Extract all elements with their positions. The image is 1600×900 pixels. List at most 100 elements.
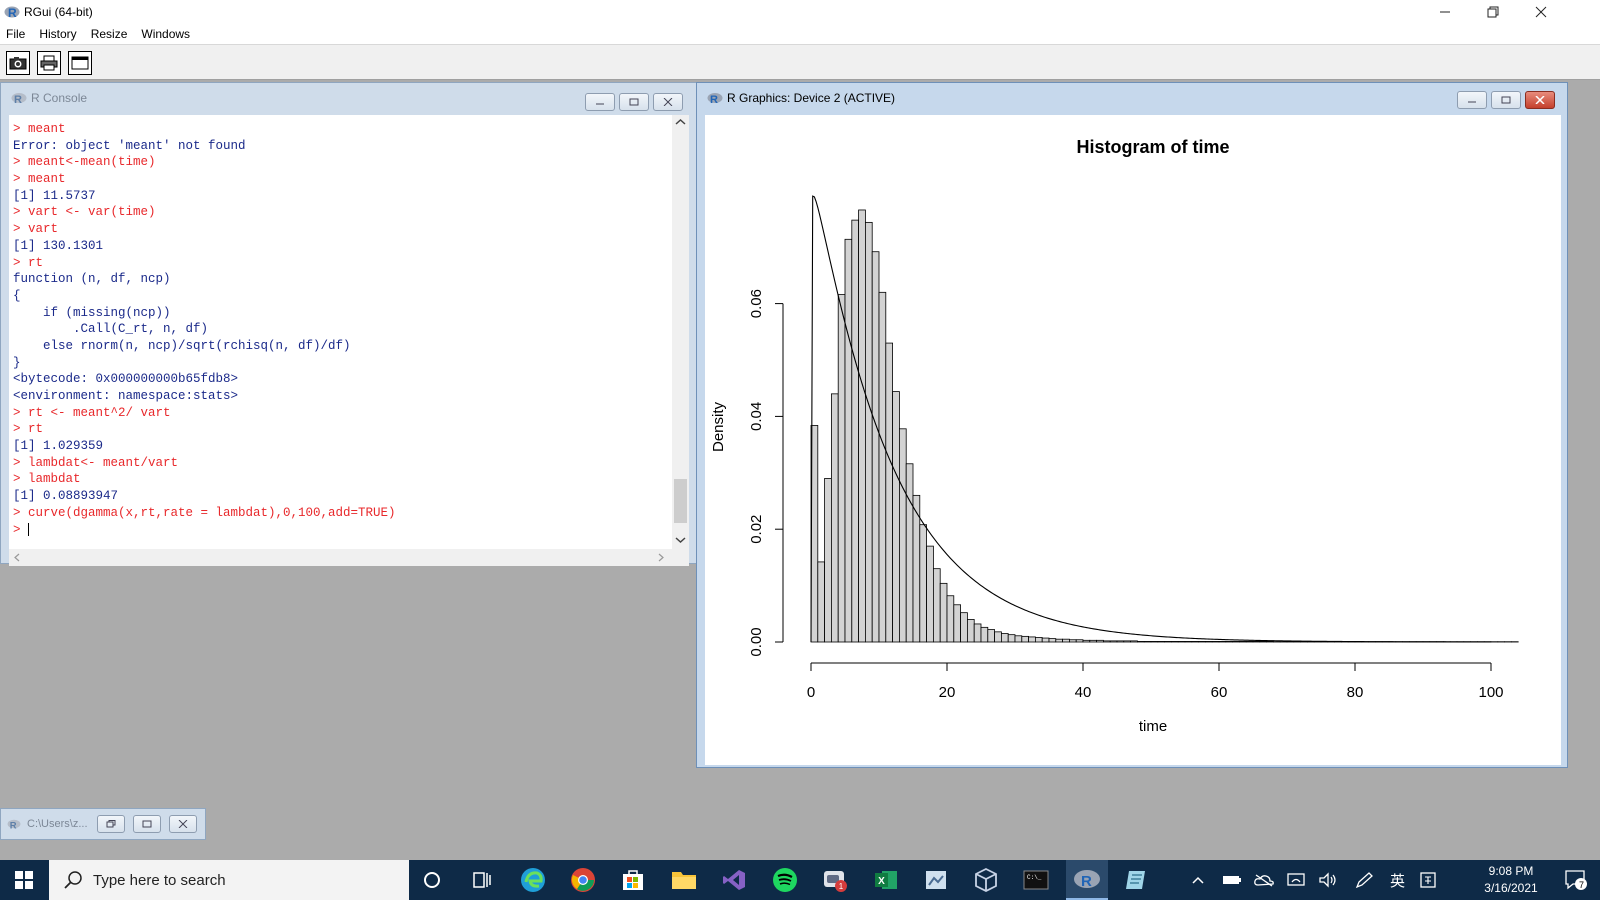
graphics-maximize-button[interactable] bbox=[1491, 91, 1521, 109]
minimize-button[interactable] bbox=[1422, 0, 1468, 24]
console-line: [1] 11.5737 bbox=[13, 188, 96, 203]
minimized-maximize-button[interactable] bbox=[133, 815, 161, 833]
console-output[interactable]: > meant Error: object 'meant' not found > … bbox=[9, 115, 689, 566]
histogram-bar bbox=[1164, 641, 1172, 643]
console-line: if (missing(ncp)) bbox=[13, 305, 171, 320]
window-button[interactable] bbox=[68, 51, 92, 75]
minimized-restore-button[interactable] bbox=[97, 815, 125, 833]
histogram-bar bbox=[864, 221, 873, 643]
r-logo-icon: R bbox=[7, 819, 21, 830]
console-line: > vart bbox=[13, 222, 59, 237]
restore-button[interactable] bbox=[1470, 0, 1516, 24]
scrollbar-thumb[interactable] bbox=[674, 479, 687, 523]
minimize-icon bbox=[596, 103, 604, 105]
ime-mode-tray[interactable] bbox=[1414, 860, 1442, 900]
taskbar-store[interactable] bbox=[617, 864, 649, 896]
minimized-close-button[interactable] bbox=[169, 815, 197, 833]
paint-icon bbox=[926, 871, 946, 889]
histogram-bar bbox=[1191, 641, 1199, 643]
histogram-bar bbox=[1021, 635, 1029, 643]
start-button[interactable] bbox=[0, 860, 48, 900]
histogram-bar bbox=[1252, 641, 1261, 643]
scroll-up-icon[interactable] bbox=[672, 115, 689, 129]
taskbar-search-box[interactable]: Type here to search bbox=[49, 860, 409, 900]
taskbar-edge[interactable] bbox=[517, 864, 549, 896]
taskbar-terminal[interactable]: C:\_ bbox=[1020, 864, 1052, 896]
console-line: [1] 1.029359 bbox=[13, 439, 104, 454]
console-line: > curve(dgamma(x,rt,rate = lambdat),0,10… bbox=[13, 505, 396, 520]
chevron-up-icon bbox=[1192, 876, 1204, 884]
histogram-bar bbox=[1218, 641, 1227, 643]
graphics-close-button[interactable] bbox=[1525, 91, 1555, 109]
console-vertical-scrollbar[interactable] bbox=[672, 115, 689, 549]
console-maximize-button[interactable] bbox=[619, 93, 649, 111]
svg-text:R: R bbox=[710, 94, 718, 105]
copy-button[interactable] bbox=[6, 51, 30, 75]
console-text: > meant Error: object 'meant' not found > … bbox=[13, 121, 396, 538]
app-title: RGui (64-bit) bbox=[24, 5, 93, 19]
taskbar-rgui[interactable]: R bbox=[1066, 860, 1108, 900]
taskbar-notes-app[interactable] bbox=[1120, 864, 1152, 896]
minimized-window[interactable]: R C:\Users\z... bbox=[0, 808, 206, 840]
onedrive-tray[interactable] bbox=[1250, 860, 1278, 900]
r-graphics-window: R R Graphics: Device 2 (ACTIVE) Histogra… bbox=[696, 82, 1568, 768]
toolbar bbox=[0, 44, 1600, 80]
taskbar-virtualbox[interactable] bbox=[970, 864, 1002, 896]
mdi-workspace: R R Console > meant Error: object 'meant'… bbox=[0, 80, 1600, 860]
taskbar-excel[interactable]: X bbox=[870, 864, 902, 896]
r-logo-icon: R bbox=[4, 6, 20, 20]
menu-history[interactable]: History bbox=[39, 27, 77, 41]
taskbar-chrome[interactable] bbox=[567, 864, 599, 896]
taskbar-paint[interactable] bbox=[920, 864, 952, 896]
scroll-right-icon[interactable] bbox=[655, 551, 667, 564]
input-language-tray[interactable]: 英 bbox=[1384, 860, 1412, 900]
histogram-bar bbox=[926, 545, 934, 643]
console-horizontal-scrollbar[interactable] bbox=[9, 549, 689, 566]
graphics-canvas: Histogram of time time Density 0 20 40 60 80… bbox=[705, 115, 1561, 765]
console-line: > rt bbox=[13, 422, 44, 437]
action-center-button[interactable]: 7 bbox=[1558, 860, 1594, 900]
taskbar-visual-studio[interactable] bbox=[718, 864, 750, 896]
show-hidden-icons-button[interactable] bbox=[1186, 860, 1210, 900]
network-tray[interactable] bbox=[1282, 860, 1310, 900]
console-line: .Call(C_rt, n, df) bbox=[13, 322, 209, 337]
menu-resize[interactable]: Resize bbox=[90, 27, 128, 41]
console-line: > meant<-mean(time) bbox=[13, 155, 156, 170]
restore-icon bbox=[1487, 6, 1499, 18]
menu-windows[interactable]: Windows bbox=[141, 27, 191, 41]
battery-tray[interactable] bbox=[1218, 860, 1246, 900]
console-line: > lambdat<- meant/vart bbox=[13, 455, 179, 470]
console-close-button[interactable] bbox=[653, 93, 683, 111]
taskbar-spotify[interactable] bbox=[769, 864, 801, 896]
scroll-down-icon[interactable] bbox=[672, 533, 689, 547]
spotify-icon bbox=[773, 868, 797, 892]
histogram-bar bbox=[1068, 639, 1077, 643]
pen-tray[interactable] bbox=[1350, 860, 1378, 900]
taskbar-chat-app[interactable]: 1 bbox=[819, 864, 851, 896]
close-button[interactable] bbox=[1518, 0, 1564, 24]
r-logo-icon: R bbox=[707, 93, 723, 105]
x-tick-label: 100 bbox=[1478, 684, 1503, 701]
task-view-button[interactable] bbox=[466, 864, 498, 896]
histogram-bar bbox=[905, 463, 914, 643]
system-clock[interactable]: 9:08 PM 3/16/2021 bbox=[1468, 863, 1554, 899]
taskbar-file-explorer[interactable] bbox=[668, 864, 700, 896]
console-minimize-button[interactable] bbox=[585, 93, 615, 111]
excel-icon: X bbox=[875, 871, 897, 889]
scroll-left-icon[interactable] bbox=[11, 551, 23, 564]
volume-tray[interactable] bbox=[1314, 860, 1342, 900]
console-prompt[interactable]: > bbox=[13, 522, 396, 539]
console-line: <bytecode: 0x000000000b65fdb8> bbox=[13, 372, 239, 387]
histogram-bar bbox=[1014, 635, 1023, 643]
graphics-minimize-button[interactable] bbox=[1457, 91, 1487, 109]
restore-icon bbox=[106, 820, 116, 828]
cloud-offline-icon bbox=[1254, 874, 1274, 887]
cortana-button[interactable] bbox=[416, 864, 448, 896]
battery-icon bbox=[1223, 876, 1241, 884]
print-button[interactable] bbox=[37, 51, 61, 75]
notes-app-icon bbox=[1126, 871, 1145, 889]
console-line: Error: object 'meant' not found bbox=[13, 138, 246, 153]
menu-file[interactable]: File bbox=[6, 27, 26, 41]
cube-icon bbox=[975, 867, 997, 893]
histogram-chart: Histogram of time time Density 0 20 40 60 80… bbox=[710, 137, 1519, 735]
